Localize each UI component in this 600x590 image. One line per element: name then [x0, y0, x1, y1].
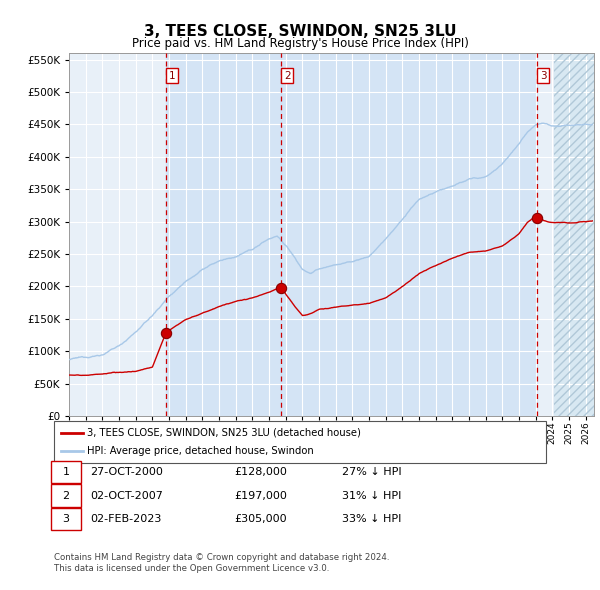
Text: £197,000: £197,000	[234, 491, 287, 500]
Text: 02-OCT-2007: 02-OCT-2007	[90, 491, 163, 500]
Text: £305,000: £305,000	[234, 514, 287, 524]
Text: 31% ↓ HPI: 31% ↓ HPI	[342, 491, 401, 500]
Text: Price paid vs. HM Land Registry's House Price Index (HPI): Price paid vs. HM Land Registry's House …	[131, 37, 469, 50]
Text: 1: 1	[62, 467, 70, 477]
Text: 27-OCT-2000: 27-OCT-2000	[90, 467, 163, 477]
Text: 02-FEB-2023: 02-FEB-2023	[90, 514, 161, 524]
Text: 3, TEES CLOSE, SWINDON, SN25 3LU (detached house): 3, TEES CLOSE, SWINDON, SN25 3LU (detach…	[87, 428, 361, 438]
Text: 2: 2	[284, 71, 290, 81]
Bar	[554, 53, 594, 416]
Text: 1: 1	[169, 71, 175, 81]
Bar	[166, 53, 281, 416]
Text: 27% ↓ HPI: 27% ↓ HPI	[342, 467, 401, 477]
Bar	[281, 53, 537, 416]
Text: £128,000: £128,000	[234, 467, 287, 477]
Bar	[554, 53, 594, 416]
Point	[277, 284, 286, 293]
Point	[532, 214, 542, 223]
Text: 3: 3	[539, 71, 546, 81]
Text: 3, TEES CLOSE, SWINDON, SN25 3LU: 3, TEES CLOSE, SWINDON, SN25 3LU	[144, 24, 456, 38]
Text: 3: 3	[62, 514, 70, 524]
Text: 33% ↓ HPI: 33% ↓ HPI	[342, 514, 401, 524]
Point	[161, 328, 171, 337]
Text: 2: 2	[62, 491, 70, 500]
Text: Contains HM Land Registry data © Crown copyright and database right 2024.
This d: Contains HM Land Registry data © Crown c…	[54, 553, 389, 573]
Text: HPI: Average price, detached house, Swindon: HPI: Average price, detached house, Swin…	[87, 446, 314, 456]
